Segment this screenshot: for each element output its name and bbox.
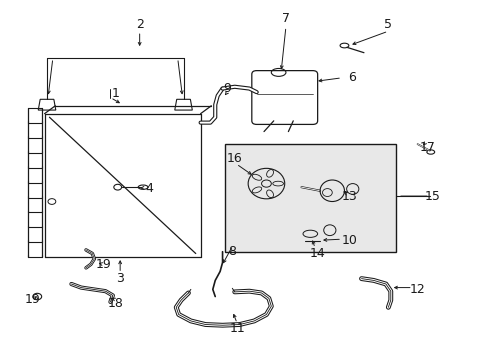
Text: 14: 14 — [309, 247, 325, 260]
Text: 7: 7 — [282, 12, 289, 25]
Text: 18: 18 — [107, 297, 123, 310]
FancyBboxPatch shape — [224, 144, 395, 252]
Text: 4: 4 — [145, 183, 153, 195]
Text: 3: 3 — [116, 272, 124, 285]
Text: 12: 12 — [409, 283, 425, 296]
Text: 19: 19 — [24, 293, 40, 306]
Text: 6: 6 — [347, 71, 355, 84]
Text: 9: 9 — [223, 82, 231, 95]
Text: 11: 11 — [229, 322, 244, 335]
Text: 17: 17 — [419, 141, 434, 154]
Text: 13: 13 — [341, 190, 356, 203]
Text: 16: 16 — [226, 152, 242, 165]
Text: 15: 15 — [424, 190, 439, 203]
Text: 8: 8 — [228, 245, 236, 258]
Text: 1: 1 — [111, 87, 119, 100]
Text: 2: 2 — [136, 18, 143, 31]
Text: 19: 19 — [95, 258, 111, 271]
Text: 10: 10 — [341, 234, 357, 247]
Text: 5: 5 — [384, 18, 391, 31]
